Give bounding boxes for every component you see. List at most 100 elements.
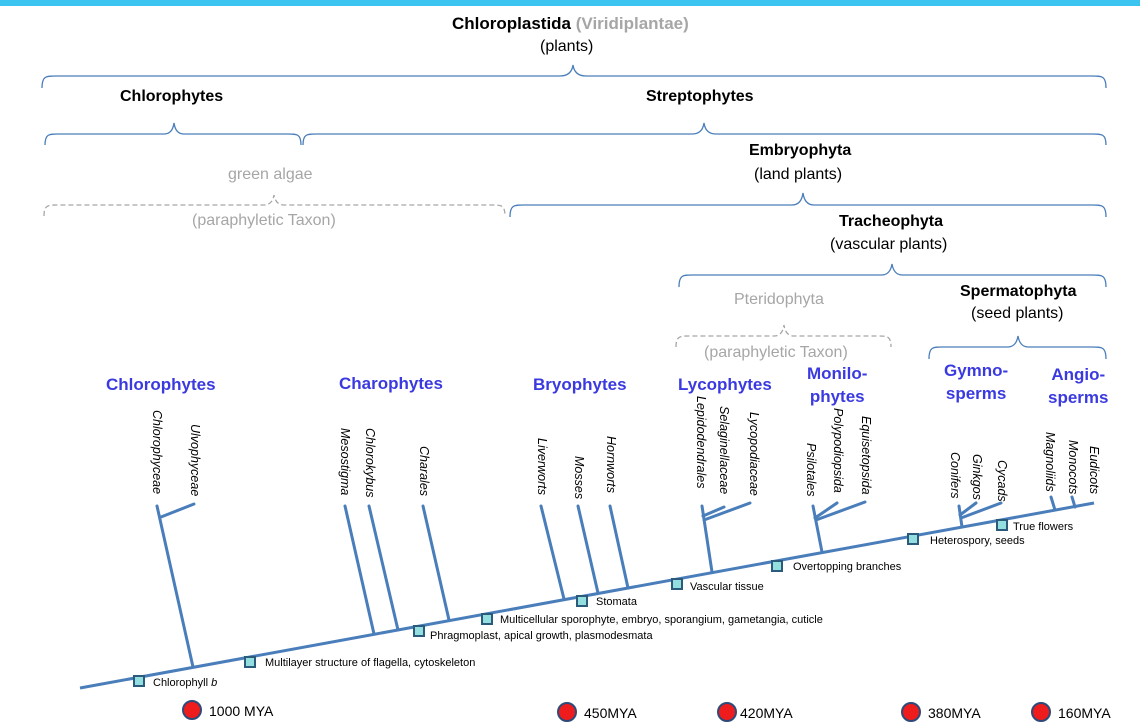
branch-equisetopsida [814, 500, 867, 522]
feature-flagella: Multilayer structure of flagella, cytosk… [265, 657, 476, 669]
group-bryophytes: Bryophytes [533, 375, 627, 394]
clade-tracheophyta: Tracheophyta [839, 213, 944, 230]
brace-chloroplastida [41, 64, 1107, 89]
marker-multicellular [481, 613, 493, 625]
branch-magnoliids [1049, 495, 1057, 512]
branch-gymnosperms [957, 504, 964, 529]
brace-pteridophyta [675, 324, 892, 348]
clade-tracheophyta-sub: (vascular plants) [830, 236, 948, 253]
branch-charales [421, 504, 451, 622]
clade-streptophytes: Streptophytes [646, 88, 754, 105]
branch-monilophytes [811, 504, 824, 554]
feature-overtopping: Overtopping branches [793, 561, 902, 573]
feature-phragmoplast: Phragmoplast, apical growth, plasmodesma… [430, 630, 653, 642]
time-dot-1000 [182, 700, 202, 720]
marker-phragmoplast [413, 625, 425, 637]
group-charophytes: Charophytes [339, 374, 443, 393]
marker-overtopping [771, 560, 783, 572]
time-dot-380 [901, 702, 921, 722]
feature-heterospory: Heterospory, seeds [930, 535, 1025, 547]
branch-monocots [1070, 495, 1077, 509]
time-label-380: 380MYA [928, 705, 981, 721]
feature-vascular: Vascular tissue [690, 581, 764, 593]
marker-chlorophyll [133, 675, 145, 687]
group-gymnosperms: Gymno- sperms [944, 361, 1009, 403]
taxon-lepidodendrales: Lepidodendrales [694, 396, 708, 489]
taxon-cycads: Cycads [995, 460, 1009, 502]
marker-stomata [576, 595, 588, 607]
taxon-polypodiopsida: Polypodiopsida [831, 408, 845, 493]
taxon-eudicots: Eudicots [1087, 446, 1101, 494]
feature-stomata: Stomata [596, 596, 637, 608]
clade-embryophyta-sub: (land plants) [754, 166, 843, 183]
marker-vascular [671, 578, 683, 590]
branch-selaginellaceae [701, 505, 726, 518]
time-label-420: 420MYA [740, 705, 793, 721]
brace-embryophyta [509, 192, 1107, 218]
clade-pteridophyta: Pteridophyta [734, 291, 824, 308]
taxon-psilotales: Psilotales [804, 443, 818, 497]
taxon-charales: Charales [417, 446, 431, 497]
clade-green-algae-note: (paraphyletic Taxon) [192, 212, 336, 229]
branch-cycads [959, 501, 1003, 520]
taxon-equisetopsida: Equisetopsida [859, 416, 873, 495]
time-dot-160 [1031, 702, 1051, 722]
time-dot-420 [717, 702, 737, 722]
chloroplastida-subtitle: (plants) [540, 38, 594, 55]
branch-mosses [576, 504, 600, 595]
time-dot-450 [557, 702, 577, 722]
brace-streptophytes [302, 122, 1107, 146]
brace-tracheophyta [678, 263, 1107, 288]
clade-spermatophyta: Spermatophyta [960, 283, 1077, 300]
taxon-selaginellaceae: Selaginellaceae [717, 406, 731, 495]
clade-embryophyta: Embryophyta [749, 142, 852, 159]
branch-chlorophytes [155, 504, 195, 669]
time-label-450: 450MYA [584, 705, 637, 721]
taxon-chlorophyceae: Chlorophyceae [150, 410, 164, 495]
marker-true-flowers [996, 519, 1008, 531]
branch-hornworts [608, 504, 630, 590]
clade-spermatophyta-sub: (seed plants) [971, 305, 1064, 322]
branch-polypodiopsida [813, 501, 839, 520]
clade-pteridophyta-note: (paraphyletic Taxon) [704, 344, 848, 361]
group-chlorophytes: Chlorophytes [106, 375, 216, 394]
branch-mesostigma [343, 504, 376, 636]
group-angiosperms: Angio- sperms [1048, 365, 1109, 407]
feature-chlorophyll: Chlorophyll b [153, 677, 217, 689]
feature-chlorophyll-text: Chlorophyll [153, 677, 212, 689]
marker-heterospory [907, 533, 919, 545]
taxon-magnoliids: Magnoliids [1043, 432, 1057, 492]
marker-flagella [244, 656, 256, 668]
chloroplastida-title: Chloroplastida (Viridiplantae) [452, 14, 689, 34]
branch-ulvophyceae [159, 502, 196, 519]
top-accent-bar [0, 0, 1140, 6]
branch-lycopodiaceae [702, 501, 752, 522]
taxon-mesostigma: Mesostigma [338, 428, 352, 496]
taxon-monocots: Monocots [1066, 440, 1080, 495]
taxon-ulvophyceae: Ulvophyceae [188, 424, 202, 497]
branch-liverworts [539, 504, 566, 601]
taxon-liverworts: Liverworts [535, 438, 549, 495]
taxon-conifers: Conifers [948, 452, 962, 499]
feature-multicellular: Multicellular sporophyte, embryo, sporan… [500, 614, 823, 626]
time-label-160: 160MYA [1058, 705, 1111, 721]
feature-chlorophyll-b: b [211, 677, 218, 689]
group-lycophytes: Lycophytes [678, 375, 772, 394]
brace-chlorophytes [44, 122, 302, 146]
clade-green-algae: green algae [228, 166, 313, 183]
taxon-mosses: Mosses [572, 456, 586, 500]
group-monilophytes: Monilo- phytes [807, 364, 868, 406]
chloroplastida-name: Chloroplastida [452, 14, 572, 33]
taxon-chlorokybus: Chlorokybus [363, 428, 377, 498]
feature-true-flowers: True flowers [1013, 521, 1074, 533]
viridiplantae-name: (Viridiplantae) [575, 14, 689, 33]
taxon-ginkgos: Ginkgos [970, 454, 984, 500]
taxon-lycopodiaceae: Lycopodiaceae [747, 412, 761, 496]
time-label-1000: 1000 MYA [209, 703, 274, 719]
clade-chlorophytes: Chlorophytes [120, 88, 224, 105]
brace-spermatophyta [928, 335, 1107, 360]
branch-ginkgos [958, 501, 978, 517]
brace-green-algae [43, 194, 506, 217]
branch-chlorokybus [367, 504, 400, 632]
